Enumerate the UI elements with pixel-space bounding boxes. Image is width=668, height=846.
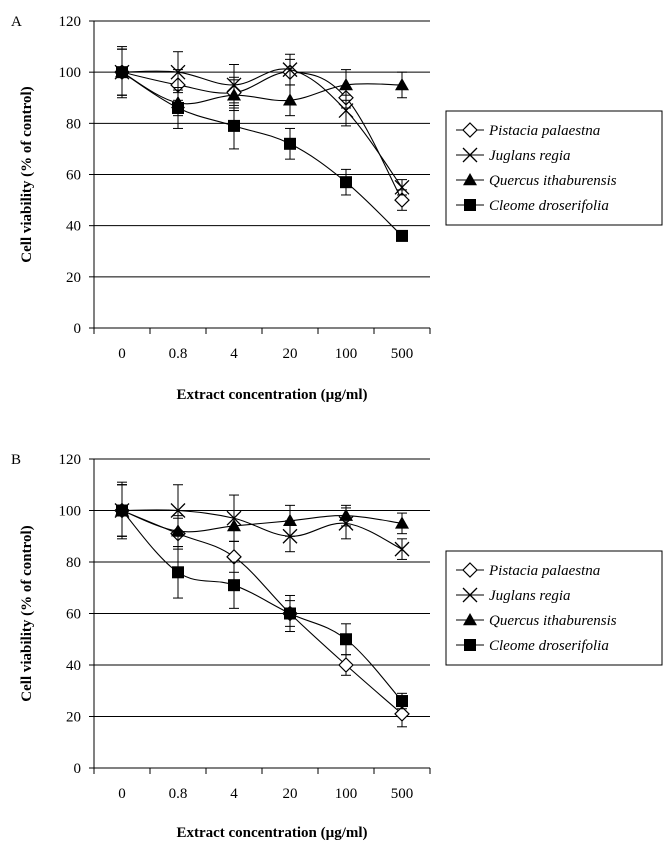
- y-tick-label: 60: [66, 607, 81, 623]
- x-tick-label: 0: [118, 786, 126, 802]
- legend-box: [445, 550, 663, 666]
- data-point: [338, 657, 354, 673]
- panel-label: B: [11, 452, 21, 468]
- data-point: [394, 706, 410, 722]
- data-point: [170, 64, 186, 80]
- series-line: [121, 509, 403, 715]
- x-tick-label: 0.8: [169, 346, 188, 362]
- data-point: [395, 516, 409, 529]
- data-point: [394, 541, 410, 557]
- legend-marker: [462, 147, 478, 163]
- series-line: [121, 71, 403, 105]
- data-point: [339, 508, 353, 521]
- series-x: [114, 48, 410, 196]
- y-tick-label: 100: [59, 65, 82, 81]
- x-tick-label: 500: [391, 786, 414, 802]
- y-tick-label: 0: [74, 761, 82, 777]
- x-axis-title: Extract concentration (µg/ml): [176, 825, 367, 841]
- series-diamond-open: [114, 484, 410, 728]
- y-axis-title: Cell viability (% of control): [19, 86, 35, 262]
- legend: Pistacia palaestna Juglans regia Quercus i…: [445, 110, 663, 226]
- x-tick-label: 100: [335, 786, 358, 802]
- legend-marker: [464, 199, 476, 211]
- x-tick-label: 100: [335, 346, 358, 362]
- series-line: [121, 509, 403, 533]
- data-point: [394, 179, 410, 195]
- y-axis-title: Cell viability (% of control): [19, 525, 35, 701]
- data-point: [227, 88, 241, 101]
- series-triangle-filled: [115, 484, 409, 548]
- legend-label: Pistacia palaestna: [488, 563, 600, 579]
- legend-label: Juglans regia: [489, 588, 571, 604]
- data-point: [171, 524, 185, 537]
- chart-panel-b: B 0 20 40 60 80 100 120 0 0.8 4 20 100 500 Extract con…: [11, 452, 663, 841]
- data-point: [339, 77, 353, 91]
- data-point: [396, 695, 408, 708]
- x-axis-title: Extract concentration (µg/ml): [176, 387, 367, 403]
- legend-marker: [462, 122, 478, 138]
- x-tick-label: 0: [118, 346, 126, 362]
- series-line: [121, 71, 403, 237]
- data-point: [283, 513, 297, 527]
- legend-label: Pistacia palaestna: [488, 123, 600, 139]
- data-point: [284, 137, 296, 150]
- x-tick-label: 4: [230, 786, 238, 802]
- data-point: [227, 518, 241, 532]
- y-tick-label: 80: [66, 116, 81, 132]
- legend-label: Quercus ithaburensis: [489, 613, 617, 629]
- legend-label: Juglans regia: [489, 148, 571, 164]
- y-tick-label: 40: [66, 658, 81, 674]
- data-point: [340, 176, 352, 189]
- legend-label: Cleome droserifolia: [489, 638, 609, 654]
- data-point: [228, 579, 240, 592]
- series-diamond-open: [114, 48, 410, 211]
- legend-label: Quercus ithaburensis: [489, 173, 617, 189]
- y-tick-label: 0: [74, 321, 82, 337]
- legend-marker: [463, 173, 477, 186]
- legend-label: Cleome droserifolia: [489, 198, 609, 214]
- x-tick-label: 500: [391, 346, 414, 362]
- data-point: [338, 103, 354, 119]
- y-tick-label: 60: [66, 168, 81, 184]
- legend-marker: [464, 639, 476, 651]
- series-line: [121, 510, 403, 702]
- data-point: [283, 93, 297, 106]
- x-tick-label: 20: [283, 346, 298, 362]
- series-x: [114, 484, 410, 560]
- chart-panel-a: A 0 20 40 60 80 100 120 0 0.8 4 20 100 500 Extract con…: [11, 14, 663, 403]
- data-point: [394, 192, 410, 208]
- data-point: [396, 229, 408, 242]
- y-tick-label: 120: [59, 452, 82, 468]
- series-line: [121, 509, 403, 550]
- legend-marker: [462, 562, 478, 578]
- data-point: [284, 607, 296, 620]
- y-tick-label: 120: [59, 14, 82, 30]
- data-point: [172, 101, 184, 114]
- legend: Pistacia palaestna Juglans regia Quercus i…: [445, 550, 663, 666]
- data-point: [116, 504, 128, 517]
- series-line: [121, 71, 403, 201]
- y-tick-label: 20: [66, 270, 81, 286]
- y-tick-label: 40: [66, 219, 81, 235]
- y-tick-label: 20: [66, 710, 81, 726]
- series-square-filled: [116, 481, 408, 710]
- legend-marker: [463, 613, 477, 626]
- data-point: [116, 66, 128, 79]
- data-point: [172, 566, 184, 579]
- series-line: [121, 68, 403, 188]
- panel-label: A: [11, 14, 22, 30]
- data-point: [282, 62, 298, 78]
- data-point: [395, 77, 409, 91]
- data-point: [340, 633, 352, 646]
- x-tick-label: 4: [230, 346, 238, 362]
- series-square-filled: [116, 48, 408, 242]
- data-point: [228, 119, 240, 132]
- x-tick-label: 20: [283, 786, 298, 802]
- x-tick-label: 0.8: [169, 786, 188, 802]
- y-tick-label: 80: [66, 555, 81, 571]
- legend-marker: [462, 587, 478, 603]
- y-tick-label: 100: [59, 504, 82, 520]
